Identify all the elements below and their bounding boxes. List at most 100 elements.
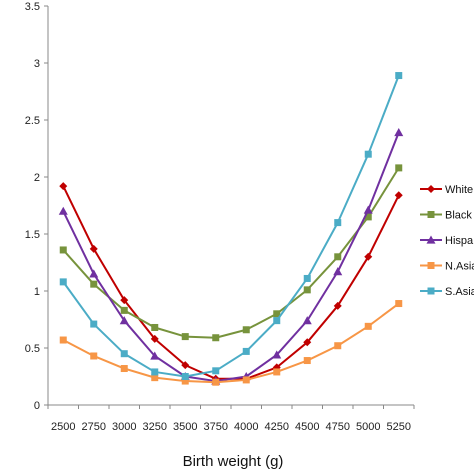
legend-item: N.Asia	[420, 261, 474, 273]
data-point	[364, 213, 372, 221]
data-point	[242, 376, 250, 384]
data-point	[395, 164, 403, 172]
data-point	[212, 367, 220, 375]
data-point	[303, 338, 312, 347]
legend-label: N.Asia	[445, 261, 474, 273]
x-tick-label: 2500	[51, 421, 75, 433]
series-s-asia	[59, 72, 403, 380]
data-point	[333, 301, 342, 310]
legend-label: White	[445, 184, 473, 196]
data-point	[363, 205, 373, 214]
series-line	[62, 75, 400, 378]
data-point	[364, 150, 372, 158]
legend-item: White	[420, 184, 473, 196]
data-point	[364, 322, 372, 330]
series-black	[59, 164, 403, 342]
x-tick-label: 3000	[112, 421, 136, 433]
series-white	[59, 182, 403, 383]
x-tick-label: 5000	[356, 421, 380, 433]
y-tick-label: 3.5	[25, 1, 40, 13]
data-point	[242, 326, 250, 334]
x-tick-label: 4500	[295, 421, 319, 433]
data-point	[272, 350, 282, 359]
data-point	[120, 306, 128, 314]
data-point	[181, 333, 189, 341]
x-tick-label: 5250	[387, 421, 411, 433]
legend-label: Hispa	[445, 235, 474, 247]
data-point	[90, 320, 98, 328]
series-hispa	[58, 128, 404, 385]
data-point	[89, 269, 99, 278]
y-tick-label: 1.5	[25, 229, 40, 241]
data-point	[394, 191, 403, 200]
data-point	[394, 128, 404, 137]
series-line	[62, 132, 400, 383]
series-n-asia	[59, 300, 403, 386]
x-tick-label: 4750	[326, 421, 350, 433]
x-axis-title: Birth weight (g)	[183, 453, 284, 470]
data-point	[181, 361, 190, 370]
series-line	[62, 167, 400, 339]
data-point	[119, 316, 129, 325]
x-tick-label: 3250	[143, 421, 167, 433]
data-point	[59, 278, 67, 286]
data-point	[59, 182, 68, 191]
legend-label: Black	[445, 210, 472, 222]
y-tick-label: 2	[34, 172, 40, 184]
data-point	[212, 334, 220, 342]
x-tick-label: 3500	[173, 421, 197, 433]
y-tick-label: 2.5	[25, 115, 40, 127]
x-tick-label: 2750	[82, 421, 106, 433]
data-point	[303, 357, 311, 365]
data-point	[334, 219, 342, 227]
data-point	[242, 347, 250, 355]
y-tick-label: 1	[34, 286, 40, 298]
data-point	[303, 274, 311, 282]
data-point	[212, 378, 220, 386]
legend-marker	[427, 211, 435, 218]
data-point	[59, 246, 67, 254]
data-point	[120, 350, 128, 358]
series-line	[62, 302, 400, 384]
data-point	[151, 368, 159, 376]
data-point	[90, 352, 98, 360]
legend-marker	[426, 235, 436, 244]
legend-item: S.Asia	[420, 286, 474, 298]
x-axis-ticks: 2500 2750 3000 3250 3500 3750 4000 4250 4500 4750…	[47, 405, 415, 433]
data-point	[273, 368, 281, 376]
series-layer	[58, 72, 404, 386]
data-point	[302, 316, 312, 325]
data-point	[334, 342, 342, 350]
data-point	[90, 280, 98, 288]
legend-marker	[427, 185, 435, 193]
x-tick-label: 4250	[265, 421, 289, 433]
data-point	[364, 252, 373, 261]
data-point	[181, 377, 189, 385]
data-point	[150, 334, 159, 343]
data-point	[151, 374, 159, 382]
x-tick-label: 3750	[204, 421, 228, 433]
y-axis-ticks: 0 0.5 1 1.5 2 2.5 3 3.5	[25, 1, 48, 412]
data-point	[181, 373, 189, 380]
y-tick-label: 3	[34, 58, 40, 70]
data-point	[58, 206, 68, 215]
data-point	[273, 317, 281, 325]
legend-item: Hispa	[420, 235, 474, 247]
data-point	[273, 310, 281, 318]
data-point	[59, 336, 67, 344]
data-point	[150, 351, 160, 360]
data-point	[120, 365, 128, 373]
x-tick-label: 4000	[234, 421, 258, 433]
legend-marker	[427, 262, 435, 269]
data-point	[334, 253, 342, 261]
legend: White Black Hispa N.Asia S.Asia	[420, 184, 474, 298]
data-point	[395, 300, 403, 308]
data-point	[333, 267, 343, 276]
y-tick-label: 0.5	[25, 343, 40, 355]
data-point	[120, 296, 129, 305]
legend-marker	[427, 287, 435, 295]
series-line	[62, 185, 400, 380]
data-point	[303, 286, 311, 294]
data-point	[395, 72, 403, 80]
